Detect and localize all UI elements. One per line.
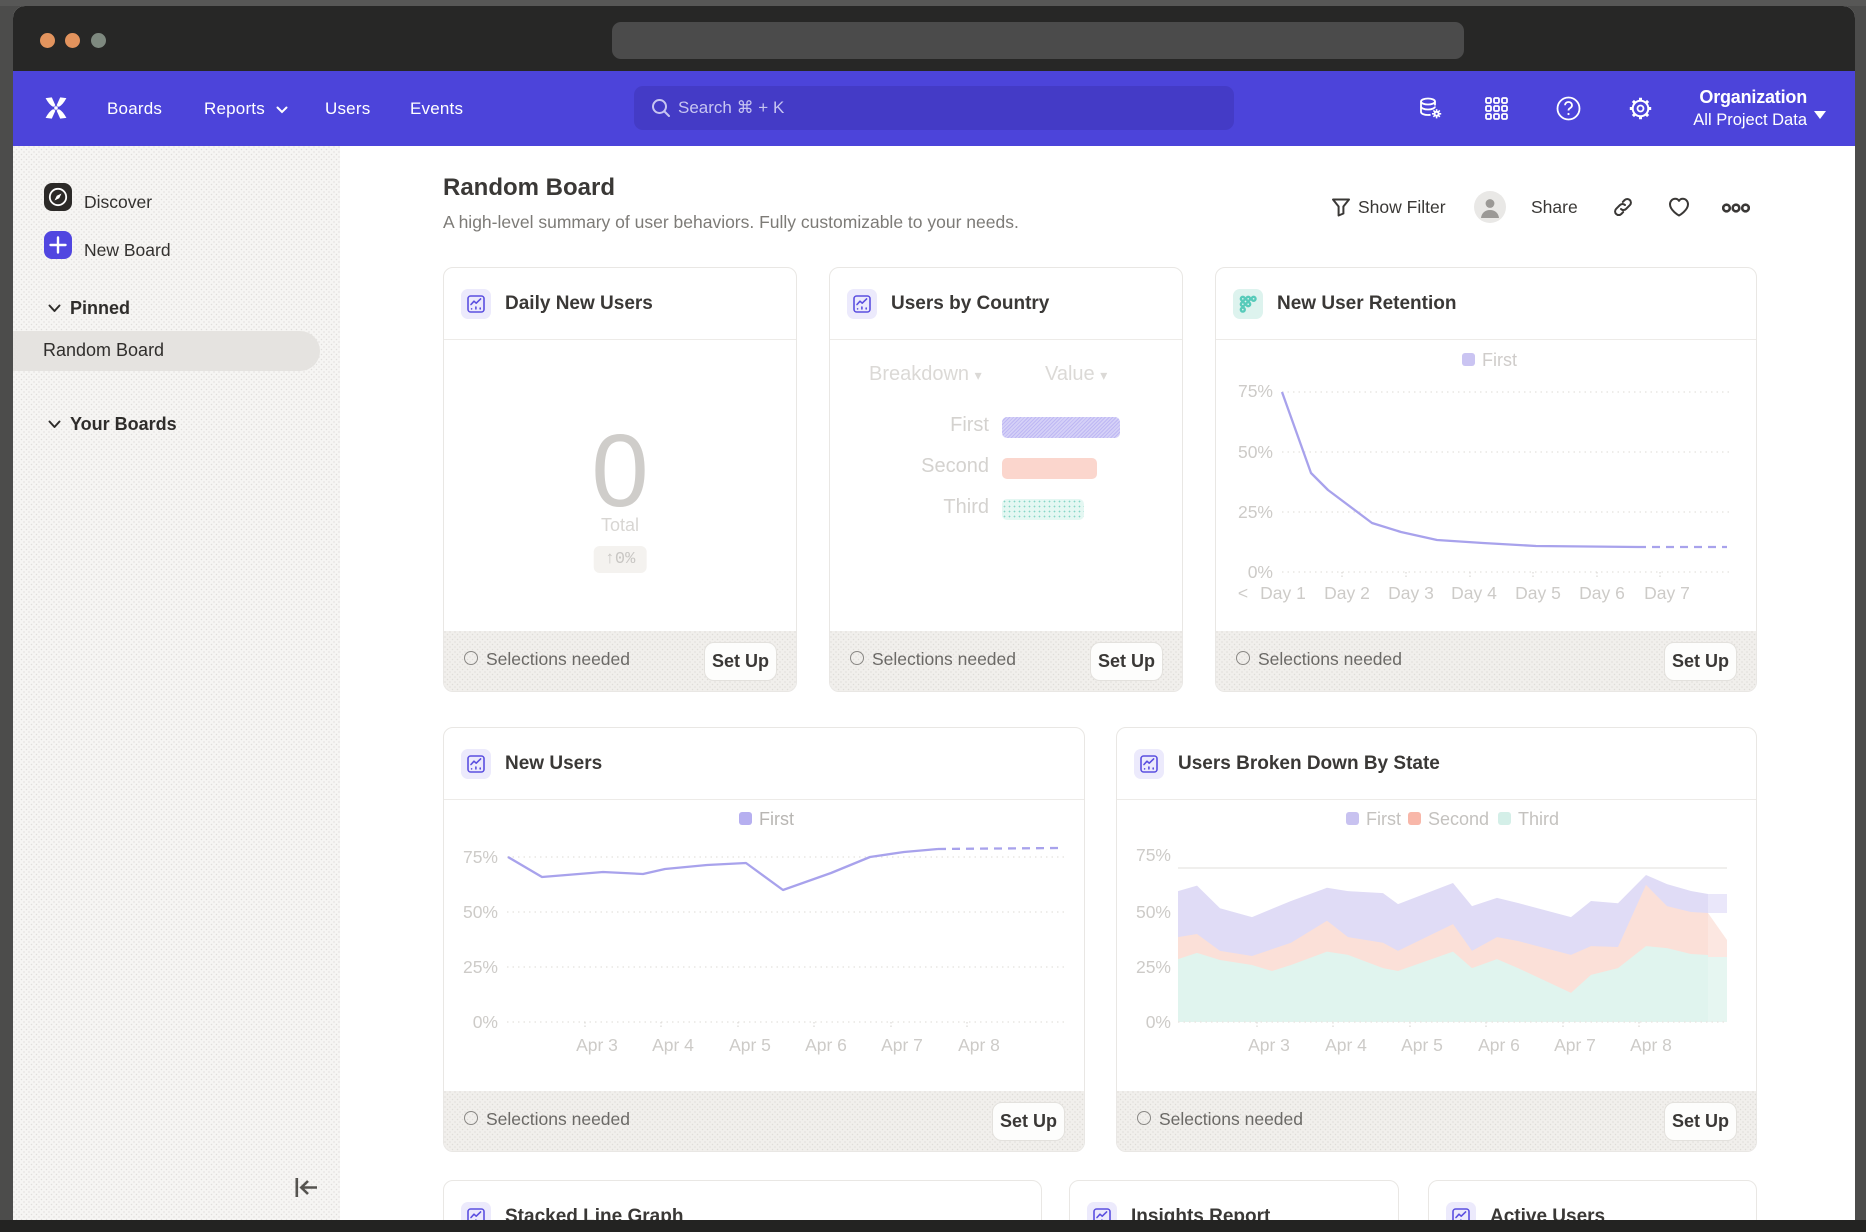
svg-text:Apr 8: Apr 8 xyxy=(958,1035,1000,1055)
svg-text:Apr 7: Apr 7 xyxy=(881,1035,923,1055)
svg-text:0%: 0% xyxy=(473,1012,498,1032)
svg-text:75%: 75% xyxy=(1136,845,1171,865)
svg-text:75%: 75% xyxy=(463,847,498,867)
svg-text:Apr 5: Apr 5 xyxy=(729,1035,771,1055)
svg-text:Apr 4: Apr 4 xyxy=(1325,1035,1367,1055)
svg-text:50%: 50% xyxy=(463,902,498,922)
svg-text:<: < xyxy=(1238,583,1248,603)
svg-text:0%: 0% xyxy=(1146,1012,1171,1032)
svg-text:Day 6: Day 6 xyxy=(1579,583,1625,603)
svg-text:Day 1: Day 1 xyxy=(1260,583,1306,603)
svg-text:Day 4: Day 4 xyxy=(1451,583,1497,603)
svg-text:Day 2: Day 2 xyxy=(1324,583,1370,603)
svg-text:50%: 50% xyxy=(1136,902,1171,922)
svg-text:50%: 50% xyxy=(1238,442,1273,462)
svg-text:25%: 25% xyxy=(1238,502,1273,522)
svg-text:Apr 6: Apr 6 xyxy=(805,1035,847,1055)
svg-text:Apr 8: Apr 8 xyxy=(1630,1035,1672,1055)
svg-text:Apr 4: Apr 4 xyxy=(652,1035,694,1055)
svg-text:Apr 3: Apr 3 xyxy=(576,1035,618,1055)
svg-text:25%: 25% xyxy=(1136,957,1171,977)
svg-text:Apr 7: Apr 7 xyxy=(1554,1035,1596,1055)
svg-text:Day 5: Day 5 xyxy=(1515,583,1561,603)
svg-text:Day 3: Day 3 xyxy=(1388,583,1434,603)
svg-text:25%: 25% xyxy=(463,957,498,977)
svg-text:Day 7: Day 7 xyxy=(1644,583,1690,603)
svg-text:0%: 0% xyxy=(1248,562,1273,582)
svg-text:Apr 3: Apr 3 xyxy=(1248,1035,1290,1055)
svg-text:75%: 75% xyxy=(1238,381,1273,401)
svg-text:Apr 5: Apr 5 xyxy=(1401,1035,1443,1055)
svg-text:Apr 6: Apr 6 xyxy=(1478,1035,1520,1055)
